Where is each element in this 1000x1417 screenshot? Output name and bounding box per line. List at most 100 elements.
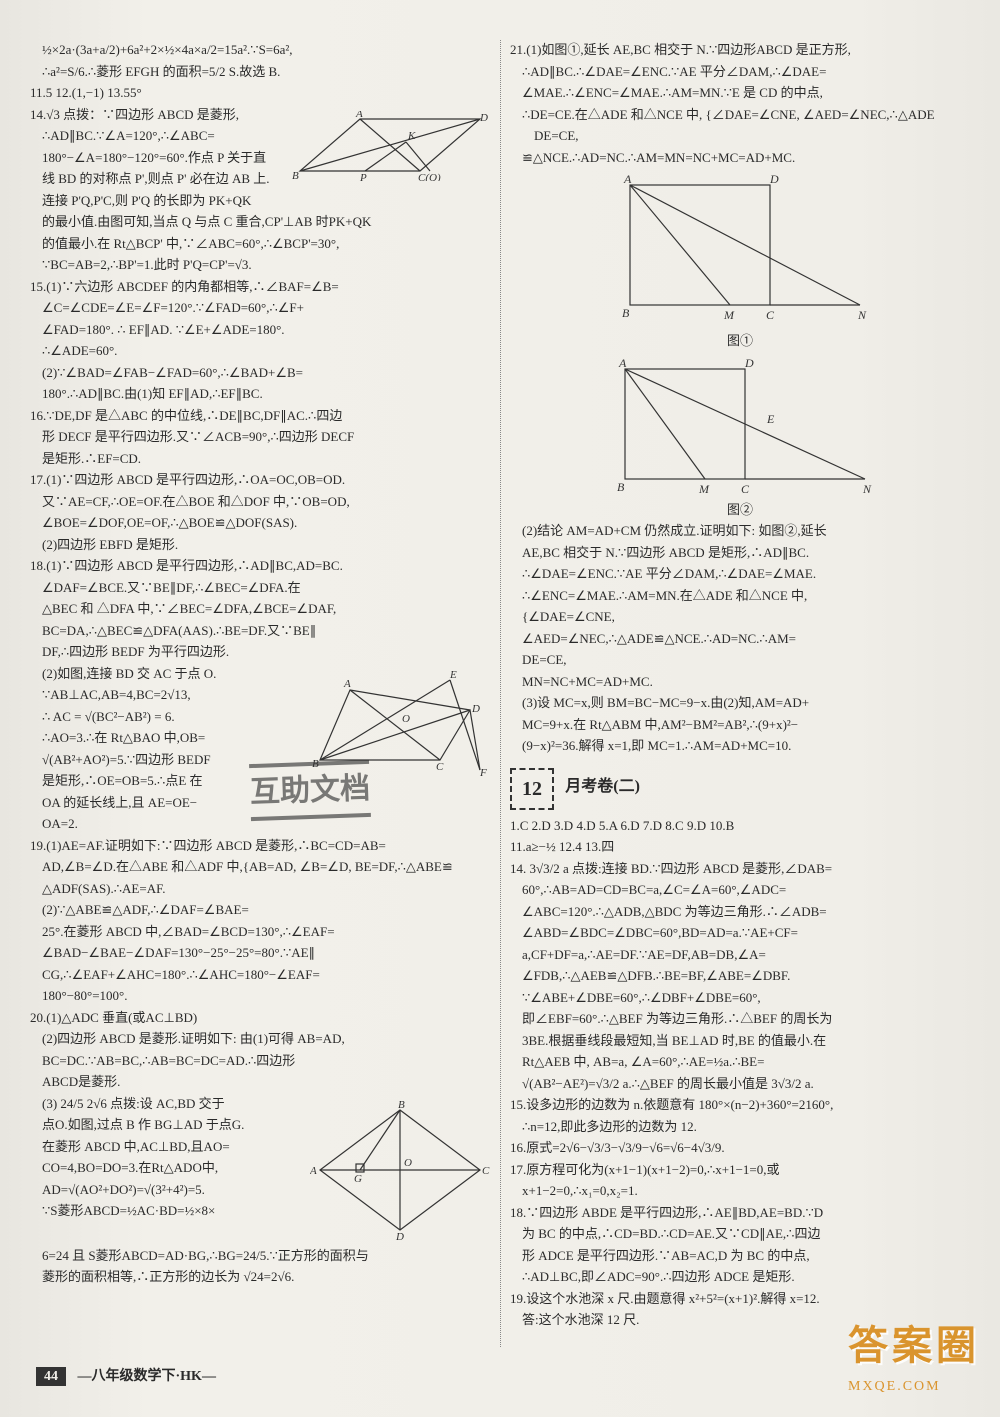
text-line: ∠FAD=180°. ∴ EF∥AD. ∵∠E+∠ADE=180°. xyxy=(30,320,490,340)
watermark-big: 答案圈 xyxy=(848,1316,980,1376)
watermark-small: MXQE.COM xyxy=(848,1376,980,1397)
text-line: 3BE.根据垂线段最短知,当 BE⊥AD 时,BE 的值最小.在 xyxy=(510,1031,970,1051)
svg-text:A: A xyxy=(618,359,627,370)
text-line: ∵S菱形ABCD=½AC·BD=½×8× xyxy=(30,1201,310,1221)
text-line: Rt△AEB 中, AB=a, ∠A=60°,∴AE=½a.∴BE= xyxy=(510,1052,970,1072)
svg-text:B: B xyxy=(292,170,299,181)
svg-text:O: O xyxy=(404,1157,412,1169)
svg-text:D: D xyxy=(769,175,779,186)
svg-text:E: E xyxy=(766,412,775,426)
svg-text:C: C xyxy=(436,761,444,773)
svg-text:F: F xyxy=(479,767,487,779)
text-line: ∴n=12,即此多边形的边数为 12. xyxy=(510,1117,970,1137)
text-line: (3) 24/5 2√6 点拨:设 AC,BD 交于 xyxy=(30,1094,310,1114)
text-line: ∠FDB,∴△AEB≌△DFB.∴BE=BF,∠ABE=∠DBF. xyxy=(510,966,970,986)
text-line: AD,∠B=∠D.在△ABE 和△ADF 中,{AB=AD, ∠B=∠D, BE… xyxy=(30,857,490,877)
text-line: ∴AO=3.∴在 Rt△BAO 中,OB= xyxy=(30,728,310,748)
text-line: 19.设这个水池深 x 尺.由题意得 x²+5²=(x+1)².解得 x=12. xyxy=(510,1289,970,1309)
diagram-14-rhombus: AD BP C(Q)K xyxy=(290,111,490,181)
text-line: 180°−80°=100°. xyxy=(30,986,490,1006)
text-line: 即∠EBF=60°.∴△BEF 为等边三角形.∴△BEF 的周长为 xyxy=(510,1009,970,1029)
text-line: ABCD是菱形. xyxy=(30,1072,490,1092)
text-line: ∠MAE.∴∠ENC=∠MAE.∴AM=MN.∵E 是 CD 的中点, xyxy=(510,83,970,103)
text-line: 为 BC 的中点,∴CD=BD.∴CD=AE.又∵CD∥AE,∴四边 xyxy=(510,1224,970,1244)
text-line: (2)结论 AM=AD+CM 仍然成立.证明如下: 如图②,延长 xyxy=(510,521,970,541)
svg-text:B: B xyxy=(622,306,630,320)
text-line: 180°−∠A=180°−120°=60°.作点 P 关于直 xyxy=(30,148,290,168)
answer-line: 11.a≥−½ 12.4 13.四 xyxy=(510,837,970,857)
text-line: 15.(1)∵六边形 ABCDEF 的内角都相等,∴∠BAF=∠B= xyxy=(30,277,490,297)
text-line: BC=DA,∴△BEC≌△DFA(AAS).∴BE=DF.又∵BE∥ xyxy=(30,621,490,641)
text-line: (2)∵△ABE≌△ADF,∴∠DAF=∠BAE= xyxy=(30,900,490,920)
svg-text:B: B xyxy=(398,1100,405,1111)
text-line: 21.(1)如图①,延长 AE,BC 相交于 N.∵四边形ABCD 是正方形, xyxy=(510,40,970,60)
svg-text:N: N xyxy=(857,308,867,322)
text-line: 25°.在菱形 ABCD 中,∠BAD=∠BCD=130°,∴∠EAF= xyxy=(30,922,490,942)
text-line: 连接 P'Q,P'C,则 P'Q 的长即为 PK+QK xyxy=(30,191,490,211)
text-line: 形 ADCE 是平行四边形.∵AB=AC,D 为 BC 的中点, xyxy=(510,1246,970,1266)
text-line: ∠ABD=∠BDC=∠DBC=60°,BD=AD=a.∵AE+CF= xyxy=(510,923,970,943)
text-line: △BEC 和 △DFA 中,∵∠BEC=∠DFA,∠BCE=∠DAF, xyxy=(30,599,490,619)
text-line: △ADF(SAS).∴AE=AF. xyxy=(30,879,490,899)
text-line: ∠BOE=∠DOF,OE=OF,∴△BOE≌△DOF(SAS). xyxy=(30,513,490,533)
page-number: 44 xyxy=(36,1367,66,1386)
diagram-21-fig1: AD BM CN xyxy=(600,175,880,325)
text-line: ∴∠ADE=60°. xyxy=(30,341,490,361)
text-line: OA=2. xyxy=(30,814,310,834)
diagram-21-fig2: AD E BM CN xyxy=(595,359,885,494)
svg-text:C: C xyxy=(482,1165,490,1177)
answer-line: 1.C 2.D 3.D 4.D 5.A 6.D 7.D 8.C 9.D 10.B xyxy=(510,816,970,836)
text-line: ½×2a·(3a+a/2)+6a²+2×½×4a×a/2=15a².∵S=6a²… xyxy=(30,40,490,60)
text-line: 14.√3 点拨：∵四边形 ABCD 是菱形, xyxy=(30,105,290,125)
text-line: CG,∴∠EAF+∠AHC=180°.∴∠AHC=180°−∠EAF= xyxy=(30,965,490,985)
text-line: MC=9+x.在 Rt△ABM 中,AM²−BM²=AB²,∴(9+x)²− xyxy=(510,715,970,735)
text-line: (3)设 MC=x,则 BM=BC−MC=9−x.由(2)知,AM=AD+ xyxy=(510,693,970,713)
text-line: 19.(1)AE=AF.证明如下:∵四边形 ABCD 是菱形,∴BC=CD=AB… xyxy=(30,836,490,856)
diagram-20-rhombus: BA GO CD xyxy=(310,1100,490,1240)
svg-text:N: N xyxy=(862,482,872,494)
text-line: ∴∠ENC=∠MAE.∴AM=MN.在△ADE 和△NCE 中, xyxy=(510,586,970,606)
text-line: CO=4,BO=DO=3.在Rt△ADO中, xyxy=(30,1158,310,1178)
svg-text:C: C xyxy=(766,308,775,322)
section-number: 12 xyxy=(510,768,554,810)
text-line: ∠AED=∠NEC,∴△ADE≌△NCE.∴AD=NC.∴AM= xyxy=(510,629,970,649)
text-line: 60°,∴AB=AD=CD=BC=a,∠C=∠A=60°,∠ADC= xyxy=(510,880,970,900)
text-line: (2)如图,连接 BD 交 AC 于点 O. xyxy=(30,664,310,684)
text-line: 14. 3√3/2 a 点拨:连接 BD.∵四边形 ABCD 是菱形,∠DAB= xyxy=(510,859,970,879)
text-line: 15.设多边形的边数为 n.依题意有 180°×(n−2)+360°=2160°… xyxy=(510,1095,970,1115)
svg-text:D: D xyxy=(395,1231,404,1240)
text-line: 17.(1)∵四边形 ABCD 是平行四边形,∴OA=OC,OB=OD. xyxy=(30,470,490,490)
svg-text:P: P xyxy=(359,172,367,181)
svg-text:O: O xyxy=(402,713,410,725)
left-column: ½×2a·(3a+a/2)+6a²+2×½×4a×a/2=15a².∵S=6a²… xyxy=(30,40,490,1357)
svg-text:A: A xyxy=(355,111,363,120)
text-line: OA 的延长线上,且 AE=OE− xyxy=(30,793,310,813)
svg-text:A: A xyxy=(623,175,632,186)
text-line: ∴DE=CE.在△ADE 和△NCE 中, {∠DAE=∠CNE, ∠AED=∠… xyxy=(510,105,970,125)
text-line: ∠ABC=120°.∴△ADB,△BDC 为等边三角形.∴∠ADB= xyxy=(510,902,970,922)
text-line: MN=NC+MC=AD+MC. xyxy=(510,672,970,692)
svg-text:M: M xyxy=(698,482,710,494)
footer-label: —八年级数学下·HK— xyxy=(78,1369,216,1384)
text-line: ∵BC=AB=2,∴BP'=1.此时 P'Q=CP'=√3. xyxy=(30,255,490,275)
text-line: 18.∵四边形 ABDE 是平行四边形,∴AE∥BD,AE=BD.∵D xyxy=(510,1203,970,1223)
text-line: DE=CE, xyxy=(510,126,970,146)
text-line: 形 DECF 是平行四边形.又∵∠ACB=90°,∴四边形 DECF xyxy=(30,427,490,447)
text-line: 是矩形,∴OE=OB=5.∴点E 在 xyxy=(30,771,310,791)
figure-label: 图① xyxy=(510,331,970,351)
text-line: ∴ AC = √(BC²−AB²) = 6. xyxy=(30,707,310,727)
svg-text:D: D xyxy=(479,112,488,124)
text-line: √(AB²−AE²)=√3/2 a.∴△BEF 的周长最小值是 3√3/2 a. xyxy=(510,1074,970,1094)
text-line: (2)∵∠BAD=∠FAB−∠FAD=60°,∴∠BAD+∠B= xyxy=(30,363,490,383)
svg-text:G: G xyxy=(354,1173,362,1185)
text-line: 的值最小.在 Rt△BCP' 中,∵∠ABC=60°,∴∠BCP'=30°, xyxy=(30,234,490,254)
svg-text:A: A xyxy=(343,678,351,690)
text-line: 点O.如图,过点 B 作 BG⊥AD 于点G. xyxy=(30,1115,310,1135)
text-line: DE=CE, xyxy=(510,650,970,670)
text-line: ≌△NCE.∴AD=NC.∴AM=MN=NC+MC=AD+MC. xyxy=(510,148,970,168)
right-column: 21.(1)如图①,延长 AE,BC 相交于 N.∵四边形ABCD 是正方形, … xyxy=(510,40,970,1357)
text-line: 16.∵DE,DF 是△ABC 的中位线,∴DE∥BC,DF∥AC.∴四边 xyxy=(30,406,490,426)
svg-text:C(Q): C(Q) xyxy=(418,172,441,181)
text-line: (2)四边形 EBFD 是矩形. xyxy=(30,535,490,555)
text-line: ∴a²=S/6.∴菱形 EFGH 的面积=5/2 S.故选 B. xyxy=(30,62,490,82)
